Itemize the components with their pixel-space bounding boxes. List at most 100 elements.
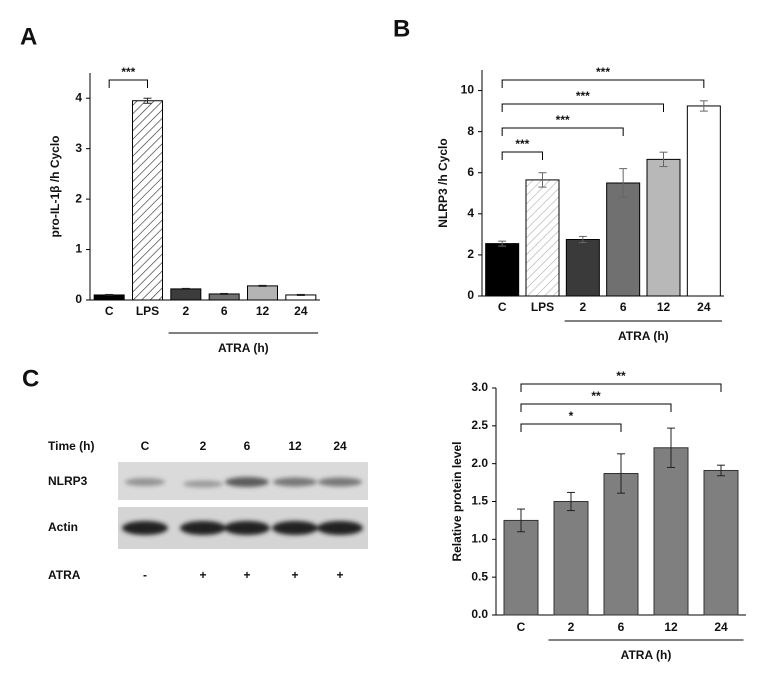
error-bar — [567, 491, 575, 512]
y-axis-label: pro-IL-1β /h Cyclo — [48, 136, 62, 238]
x-tick-label: 6 — [618, 620, 625, 634]
error-bar — [105, 293, 114, 296]
y-tick-label: 2 — [467, 247, 474, 261]
y-tick-label: 2.0 — [471, 456, 488, 470]
bar — [503, 519, 539, 616]
x-tick-label: C — [105, 304, 114, 318]
significance-bracket — [520, 383, 722, 392]
y-tick-label: 1.5 — [471, 494, 488, 508]
significance-bracket — [520, 423, 622, 432]
y-tick-label: 8 — [467, 124, 474, 138]
treatment-label: ATRA — [48, 568, 81, 582]
error-bar — [717, 464, 725, 477]
significance-bracket — [108, 79, 148, 88]
error-bar — [517, 508, 525, 533]
lane-label: 2 — [200, 439, 207, 453]
y-tick-label: 0 — [75, 292, 82, 306]
y-tick-label: 2 — [75, 191, 82, 205]
y-tick-label: 0 — [467, 288, 474, 302]
y-tick-label: 4 — [467, 206, 474, 220]
time-label: Time (h) — [48, 439, 94, 453]
error-bar — [296, 293, 305, 296]
x-tick-label: 12 — [657, 300, 671, 314]
lane-label: 6 — [244, 439, 251, 453]
error-bar — [619, 168, 628, 198]
treatment-mark: + — [199, 568, 206, 582]
y-tick-label: 3.0 — [471, 380, 488, 394]
error-bar — [617, 453, 625, 494]
group-label: ATRA (h) — [618, 329, 669, 343]
bar — [525, 179, 560, 297]
bar — [603, 473, 639, 616]
significance-label: *** — [515, 137, 529, 151]
x-tick-label: C — [517, 620, 526, 634]
error-bar — [699, 100, 708, 112]
bar — [606, 182, 641, 297]
y-tick-label: 6 — [467, 165, 474, 179]
x-tick-label: 24 — [714, 620, 728, 634]
y-tick-label: 10 — [461, 83, 475, 97]
x-tick-label: 6 — [221, 304, 228, 318]
significance-label: * — [569, 409, 574, 423]
bar — [703, 469, 739, 616]
bar — [686, 105, 721, 297]
x-tick-label: 12 — [664, 620, 678, 634]
lane-label: 12 — [288, 439, 302, 453]
row-label: NLRP3 — [48, 474, 88, 488]
treatment-mark: + — [336, 568, 343, 582]
panel-label: C — [22, 365, 39, 392]
error-bar — [258, 284, 267, 287]
error-bar — [498, 240, 507, 247]
y-tick-label: 0.5 — [471, 569, 488, 583]
blot-bands — [122, 521, 363, 535]
x-tick-label: 24 — [294, 304, 308, 318]
y-tick-label: 4 — [75, 90, 82, 104]
error-bar — [220, 292, 229, 295]
bar — [170, 288, 202, 301]
significance-label: ** — [591, 389, 601, 403]
blot-bands — [125, 477, 362, 488]
x-tick-label: 2 — [568, 620, 575, 634]
error-bar — [538, 172, 547, 188]
bar — [485, 243, 520, 297]
significance-label: *** — [556, 113, 570, 127]
treatment-mark: + — [291, 568, 298, 582]
panel-label: A — [20, 23, 37, 50]
treatment-mark: - — [143, 568, 147, 582]
y-tick-label: 3 — [75, 141, 82, 155]
x-tick-label: LPS — [136, 304, 159, 318]
row-label: Actin — [48, 520, 78, 534]
error-bar — [143, 97, 152, 104]
significance-bracket — [520, 403, 672, 412]
significance-bracket — [501, 127, 624, 136]
panel-label: B — [393, 15, 410, 42]
error-bar — [659, 151, 668, 168]
group-label: ATRA (h) — [218, 341, 269, 355]
significance-bracket — [501, 79, 705, 88]
bar — [653, 447, 689, 616]
x-tick-label: 2 — [182, 304, 189, 318]
error-bar — [181, 287, 190, 290]
x-tick-label: 2 — [579, 300, 586, 314]
lane-label: C — [141, 439, 150, 453]
y-tick-label: 0.0 — [471, 607, 488, 621]
y-tick-label: 1.0 — [471, 532, 488, 546]
x-tick-label: 12 — [256, 304, 270, 318]
x-tick-label: C — [498, 300, 507, 314]
bar — [646, 158, 681, 297]
error-bar — [578, 235, 587, 244]
error-bar — [667, 427, 675, 468]
y-axis-label: NLRP3 /h Cyclo — [436, 138, 450, 227]
treatment-mark: + — [243, 568, 250, 582]
significance-label: *** — [576, 89, 590, 103]
x-tick-label: 6 — [620, 300, 627, 314]
group-label: ATRA (h) — [621, 648, 672, 662]
significance-label: *** — [596, 65, 610, 79]
significance-label: *** — [121, 65, 135, 79]
lane-label: 24 — [333, 439, 347, 453]
significance-bracket — [501, 151, 543, 160]
x-tick-label: LPS — [531, 300, 554, 314]
y-axis-label: Relative protein level — [450, 441, 464, 561]
